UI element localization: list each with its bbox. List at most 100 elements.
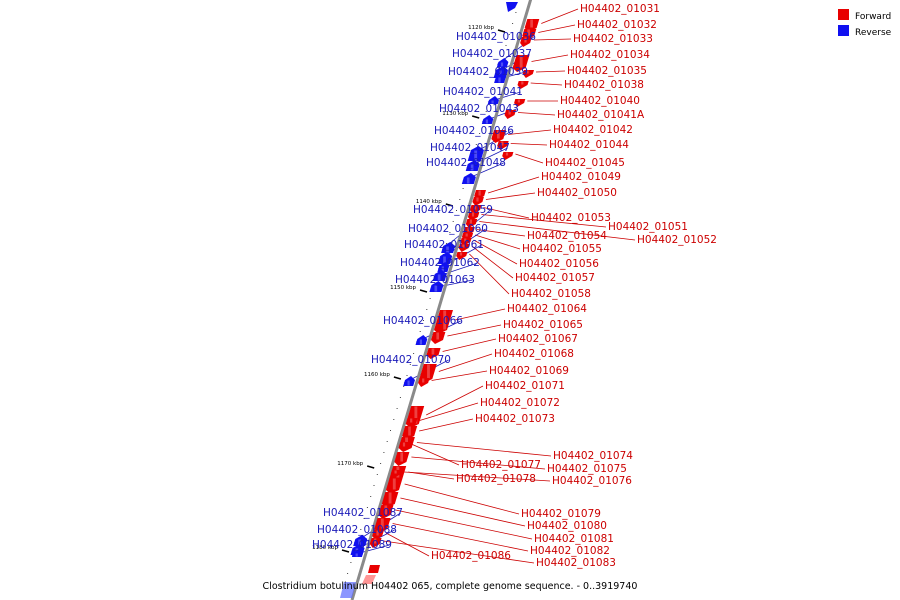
forward-gene-label: H04402_01079 <box>521 508 601 520</box>
reverse-gene-arrow <box>441 242 456 253</box>
forward-gene-arrow <box>394 452 410 466</box>
gene-arrow-body <box>494 73 506 83</box>
reverse-gene-label: H04402_01070 <box>371 354 451 366</box>
forward-gene-arrow <box>378 505 394 519</box>
ruler-dot <box>403 386 405 387</box>
forward-gene-arrow <box>470 205 482 214</box>
ruler-dot <box>406 375 408 376</box>
gene-arrow-highlight <box>419 339 422 345</box>
kbp-tick-mark <box>419 289 428 293</box>
gene-arrow-highlight <box>443 256 446 264</box>
gene-arrow-body <box>497 141 509 150</box>
ruler-dot <box>370 496 372 497</box>
forward-gene-arrow <box>491 130 506 143</box>
leader-line <box>474 234 521 250</box>
gene-arrow-highlight <box>530 19 533 28</box>
gene-arrow-highlight <box>459 252 463 256</box>
ruler-dot <box>360 529 362 530</box>
kbp-tick-mark <box>497 29 506 33</box>
gene-arrow-body <box>502 152 514 160</box>
gene-arrow-body <box>481 115 494 124</box>
gene-arrow-body <box>504 110 516 119</box>
leader-line <box>473 239 518 265</box>
forward-gene-arrow <box>520 37 532 47</box>
edge-reverse-feature <box>506 2 518 12</box>
gene-arrow-highlight <box>437 274 441 281</box>
gene-arrow-body <box>432 270 447 281</box>
forward-gene-label: H04402_01056 <box>519 258 599 270</box>
forward-gene-arrow <box>372 530 384 540</box>
gene-arrow-body <box>374 518 391 533</box>
forward-gene-arrow <box>504 110 516 119</box>
gene-arrow-body <box>378 505 394 519</box>
leader-line <box>538 24 576 33</box>
gene-arrow-highlight <box>446 246 449 253</box>
leader-line <box>454 308 506 321</box>
forward-gene-label: H04402_01077 <box>461 459 541 471</box>
gene-arrow-highlight <box>414 406 418 424</box>
gene-arrow-highlight <box>465 233 468 237</box>
leader-line <box>426 385 484 416</box>
gene-arrow-highlight <box>462 244 465 248</box>
gene-arrow-highlight <box>408 426 411 436</box>
reverse-gene-label: H04402_01060 <box>408 223 488 235</box>
gene-arrow-highlight <box>467 227 470 232</box>
forward-gene-arrow <box>381 492 399 508</box>
forward-gene-label: H04402_01071 <box>485 380 565 392</box>
gene-arrow-highlight <box>374 538 377 544</box>
gene-arrow-highlight <box>443 310 447 330</box>
gene-arrow-highlight <box>427 364 430 379</box>
forward-gene-arrow <box>374 518 391 533</box>
gene-arrow-body <box>487 96 499 104</box>
gene-arrow-body <box>520 37 532 47</box>
gene-arrow-highlight <box>499 70 502 78</box>
ruler-dot <box>479 133 481 134</box>
forward-gene-label: H04402_01067 <box>498 333 578 345</box>
reverse-gene-arrow <box>494 73 506 83</box>
leader-line <box>392 523 529 552</box>
kbp-tick-mark <box>366 465 375 469</box>
kbp-tick-label: 1160 kbp <box>364 372 390 378</box>
gene-arrow-body <box>434 310 453 334</box>
leader-line <box>515 153 544 164</box>
ruler-dot <box>419 331 421 332</box>
forward-gene-label: H04402_01054 <box>527 230 607 242</box>
forward-gene-label: H04402_01072 <box>480 397 560 409</box>
leader-line <box>531 54 569 62</box>
ruler-dot <box>373 485 375 486</box>
forward-gene-label: H04402_01051 <box>608 221 688 233</box>
forward-gene-label: H04402_01058 <box>511 288 591 300</box>
gene-arrow-highlight <box>526 70 529 74</box>
ruler-dot <box>452 221 454 222</box>
ruler-dot <box>429 298 431 299</box>
gene-arrow-highlight <box>422 378 425 383</box>
gene-arrow-highlight <box>355 553 358 557</box>
gene-arrow-body <box>496 58 509 67</box>
forward-gene-arrow <box>497 141 509 150</box>
gene-arrow-highlight <box>434 285 438 292</box>
gene-arrow-highlight <box>524 37 527 43</box>
leader-line <box>447 324 502 337</box>
forward-gene-arrow <box>398 442 411 451</box>
leader-line <box>481 214 607 228</box>
ruler-dot <box>399 397 401 398</box>
gene-arrow-highlight <box>471 212 475 217</box>
gene-arrow-body <box>402 426 418 440</box>
forward-gene-label: H04402_01069 <box>489 365 569 377</box>
leader-line <box>411 456 546 470</box>
gene-arrow-highlight <box>388 492 392 504</box>
gene-arrow-highlight <box>376 530 379 536</box>
ruler-dot <box>423 320 424 321</box>
gene-arrow-highlight <box>410 418 413 423</box>
forward-gene-arrow <box>512 55 530 72</box>
forward-gene-label: H04402_01057 <box>515 272 595 284</box>
forward-gene-label: H04402_01031 <box>580 3 660 15</box>
gene-arrow-body <box>512 55 530 72</box>
forward-gene-label: H04402_01040 <box>560 95 640 107</box>
leader-line <box>408 471 455 480</box>
gene-arrow-body <box>524 19 540 32</box>
forward-gene-label: H04402_01033 <box>573 33 653 45</box>
forward-gene-label: H04402_01076 <box>552 475 632 487</box>
gene-arrow-highlight <box>527 29 530 36</box>
kbp-tick-mark <box>341 549 350 553</box>
